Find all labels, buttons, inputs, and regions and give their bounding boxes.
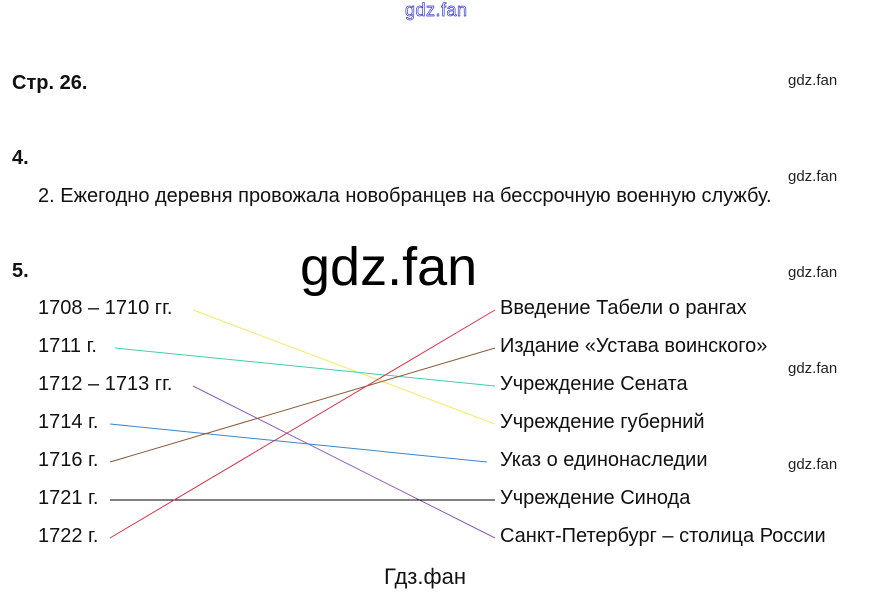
watermark-side: gdz.fan — [788, 456, 838, 473]
date-item: 1721 г. — [38, 487, 99, 509]
watermark-side: gdz.fan — [788, 264, 838, 281]
match-line — [109, 423, 488, 463]
watermark-bottom: Гдз.фан — [384, 564, 466, 589]
match-line — [192, 385, 496, 539]
event-item: Учреждение Сената — [500, 373, 688, 395]
date-item: 1722 г. — [38, 525, 99, 547]
match-line — [109, 309, 496, 539]
date-item: 1712 – 1713 гг. — [38, 373, 173, 395]
date-item: 1716 г. — [38, 449, 99, 471]
watermark-big: gdz.fan — [300, 237, 478, 297]
watermark-side: gdz.fan — [788, 72, 838, 89]
event-item: Введение Табели о рангах — [500, 297, 747, 319]
event-item: Санкт-Петербург – столица России — [500, 525, 826, 547]
task-5-number: 5. — [12, 260, 29, 282]
event-item: Указ о единонаследии — [500, 449, 708, 471]
task-4-number: 4. — [12, 147, 29, 169]
watermark-top: gdz.fan — [405, 0, 468, 20]
match-line — [114, 347, 496, 387]
date-item: 1708 – 1710 гг. — [38, 297, 173, 319]
date-item: 1714 г. — [38, 411, 99, 433]
match-line — [109, 347, 496, 463]
event-item: Издание «Устава воинского» — [500, 335, 768, 357]
match-line — [192, 309, 496, 425]
date-item: 1711 г. — [38, 335, 97, 357]
event-item: Учреждение губерний — [500, 411, 705, 433]
watermark-side: gdz.fan — [788, 360, 838, 377]
page-heading: Стр. 26. — [12, 72, 88, 94]
task-4-answer: 2. Ежегодно деревня провожала новобранце… — [38, 185, 772, 207]
event-item: Учреждение Синода — [500, 487, 691, 509]
watermark-side: gdz.fan — [788, 168, 838, 185]
